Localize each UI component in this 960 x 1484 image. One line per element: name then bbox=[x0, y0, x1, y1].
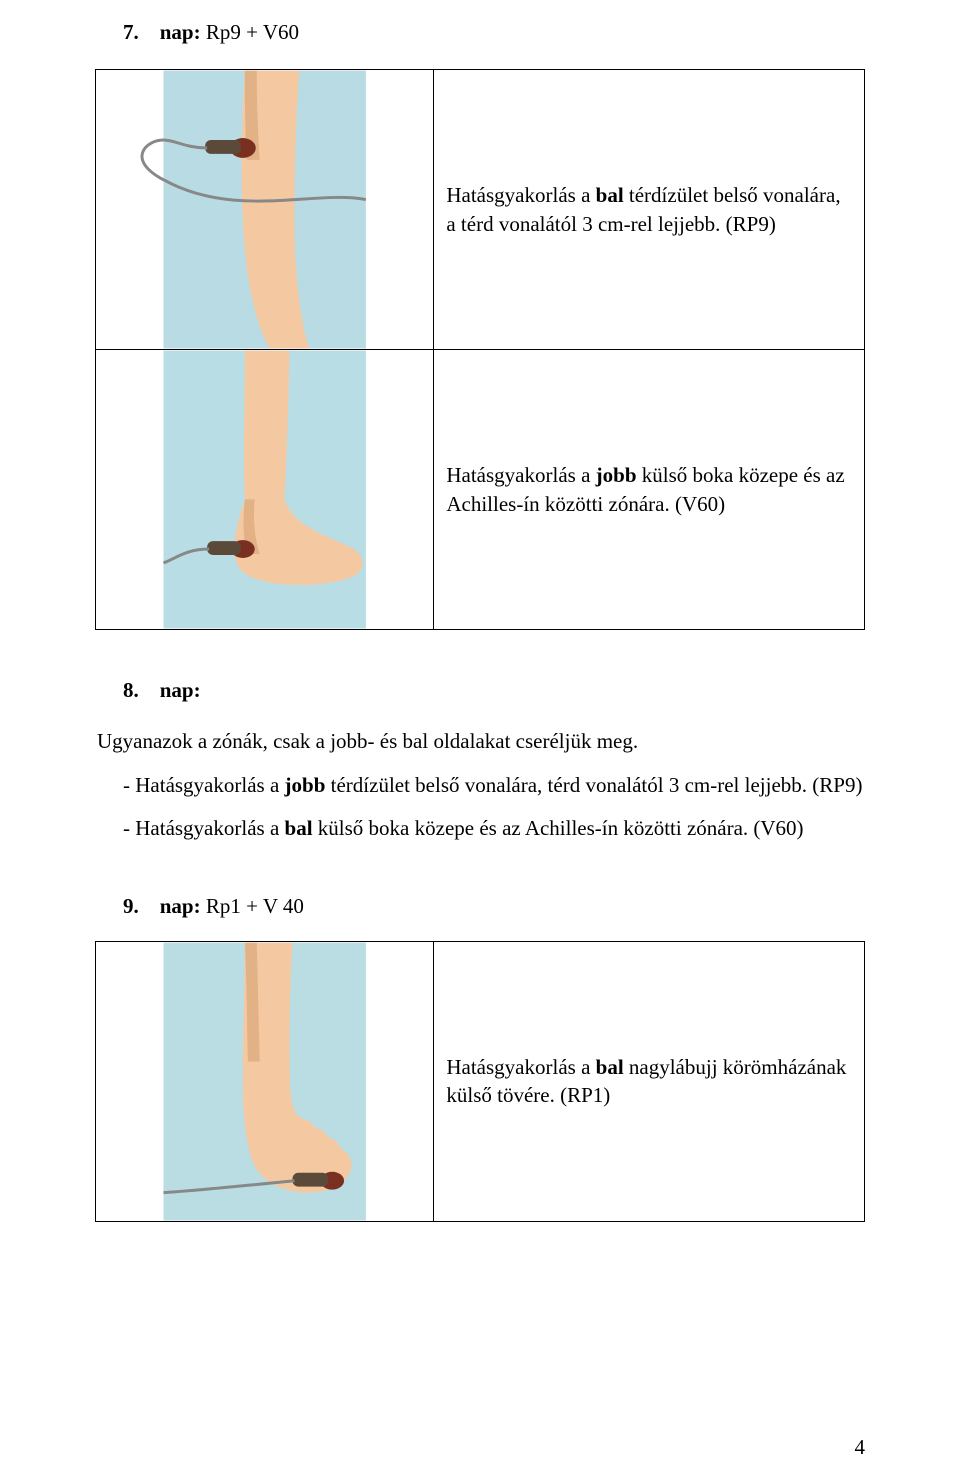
text-pre: - Hatásgyakorlás a bbox=[123, 773, 285, 797]
section-9-label: nap: bbox=[160, 894, 201, 918]
leg-knee-icon bbox=[96, 70, 433, 349]
text-post: külső boka közepe és az Achilles-ín közö… bbox=[313, 816, 804, 840]
section-9-heading: 9. nap: Rp1 + V 40 bbox=[95, 894, 865, 919]
section-7-rest: Rp9 + V60 bbox=[201, 20, 299, 44]
illustration-rp1 bbox=[96, 941, 434, 1221]
text-bold: bal bbox=[596, 1055, 624, 1079]
foot-top-toe-icon bbox=[96, 942, 433, 1221]
text-post: térdízület belső vonalára, térd vonalátó… bbox=[325, 773, 862, 797]
table-row: Hatásgyakorlás a bal nagylábujj körömház… bbox=[96, 941, 865, 1221]
text-bold: bal bbox=[285, 816, 313, 840]
section-7-table: Hatásgyakorlás a bal térdízület belső vo… bbox=[95, 69, 865, 630]
nbsp bbox=[144, 894, 155, 918]
text-bold: bal bbox=[596, 183, 624, 207]
text-pre: Hatásgyakorlás a bbox=[446, 463, 595, 487]
section-8-label: nap: bbox=[160, 678, 201, 702]
section-7-number: 7. bbox=[123, 20, 139, 44]
text-bold: jobb bbox=[596, 463, 637, 487]
illustration-v60 bbox=[96, 350, 434, 630]
section-8-heading: 8. nap: bbox=[95, 678, 865, 703]
page-number: 4 bbox=[855, 1435, 866, 1460]
section-7-heading: 7. nap: Rp9 + V60 bbox=[95, 20, 865, 45]
text-bold: jobb bbox=[285, 773, 326, 797]
table-row: Hatásgyakorlás a jobb külső boka közepe … bbox=[96, 350, 865, 630]
nbsp bbox=[144, 20, 155, 44]
section-8-line3: - Hatásgyakorlás a bal külső boka közepe… bbox=[95, 812, 865, 846]
description-rp1: Hatásgyakorlás a bal nagylábujj körömház… bbox=[434, 941, 865, 1221]
section-9-rest: Rp1 + V 40 bbox=[201, 894, 304, 918]
section-8-line2: - Hatásgyakorlás a jobb térdízület belső… bbox=[95, 769, 865, 803]
section-9-number: 9. bbox=[123, 894, 139, 918]
illustration-rp9 bbox=[96, 70, 434, 350]
text-pre: Hatásgyakorlás a bbox=[446, 183, 595, 207]
text-pre: Hatásgyakorlás a bbox=[446, 1055, 595, 1079]
description-v60: Hatásgyakorlás a jobb külső boka közepe … bbox=[434, 350, 865, 630]
text-pre: - Hatásgyakorlás a bbox=[123, 816, 285, 840]
table-row: Hatásgyakorlás a bal térdízület belső vo… bbox=[96, 70, 865, 350]
description-rp9: Hatásgyakorlás a bal térdízület belső vo… bbox=[434, 70, 865, 350]
section-9-table: Hatásgyakorlás a bal nagylábujj körömház… bbox=[95, 941, 865, 1222]
section-8-number: 8. bbox=[123, 678, 139, 702]
foot-ankle-side-icon bbox=[96, 350, 433, 629]
section-7-label: nap: bbox=[160, 20, 201, 44]
nbsp bbox=[144, 678, 155, 702]
section-8-line1: Ugyanazok a zónák, csak a jobb- és bal o… bbox=[95, 725, 865, 759]
